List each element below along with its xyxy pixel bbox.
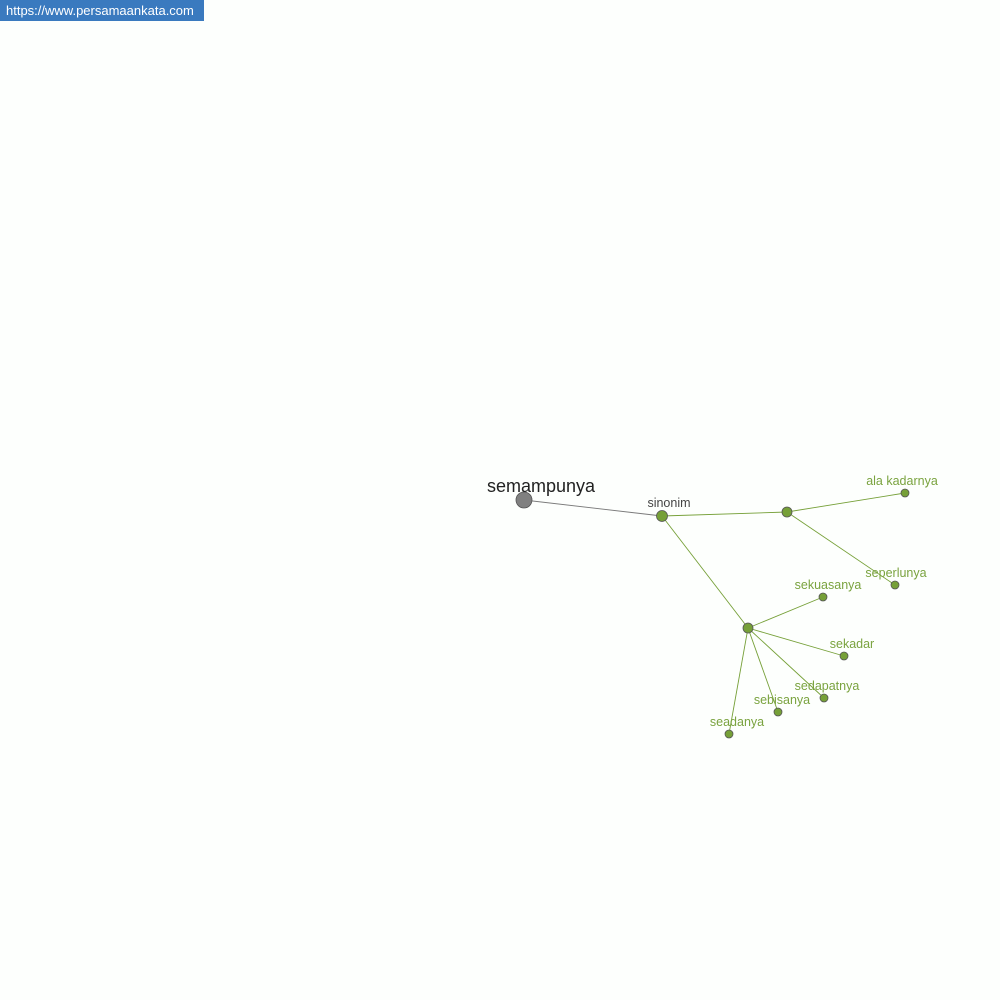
leaf-label[interactable]: sekadar [830, 637, 874, 651]
leaf-node-sekuasanya[interactable] [818, 592, 828, 602]
leaf-node-sedapatnya[interactable] [819, 693, 829, 703]
edge-root-sinonim [523, 499, 663, 517]
root-node[interactable] [515, 491, 533, 509]
leaf-node-ala-kadarnya[interactable] [900, 488, 910, 498]
edge-hub2-l5 [747, 627, 825, 699]
leaf-label[interactable]: seadanya [710, 715, 764, 729]
edge-hub1-l1 [786, 492, 906, 513]
edge-hub2-l3 [747, 596, 824, 629]
site-url-banner[interactable]: https://www.persamaankata.com [0, 0, 204, 21]
leaf-label[interactable]: seperlunya [865, 566, 926, 580]
edge-hub2-l7 [728, 627, 749, 735]
leaf-node-seadanya[interactable] [724, 729, 734, 739]
edge-hub2-l4 [747, 627, 845, 657]
leaf-label[interactable]: sebisanya [754, 693, 810, 707]
edge-hub2-l6 [747, 627, 779, 713]
hub-node[interactable] [781, 506, 793, 518]
root-label[interactable]: semampunya [487, 476, 596, 496]
category-label[interactable]: sinonim [647, 496, 690, 510]
hub-node[interactable] [742, 622, 754, 634]
edge-sinonim-hub2 [661, 515, 749, 629]
edge-hub1-l2 [786, 511, 896, 586]
leaf-node-seperlunya[interactable] [890, 580, 900, 590]
edge-sinonim-hub1 [661, 511, 788, 517]
leaf-label[interactable]: sekuasanya [795, 578, 862, 592]
leaf-node-sekadar[interactable] [839, 651, 849, 661]
category-node[interactable] [656, 510, 668, 522]
leaf-label[interactable]: sedapatnya [795, 679, 860, 693]
leaf-node-sebisanya[interactable] [773, 707, 783, 717]
leaf-label[interactable]: ala kadarnya [866, 474, 938, 488]
